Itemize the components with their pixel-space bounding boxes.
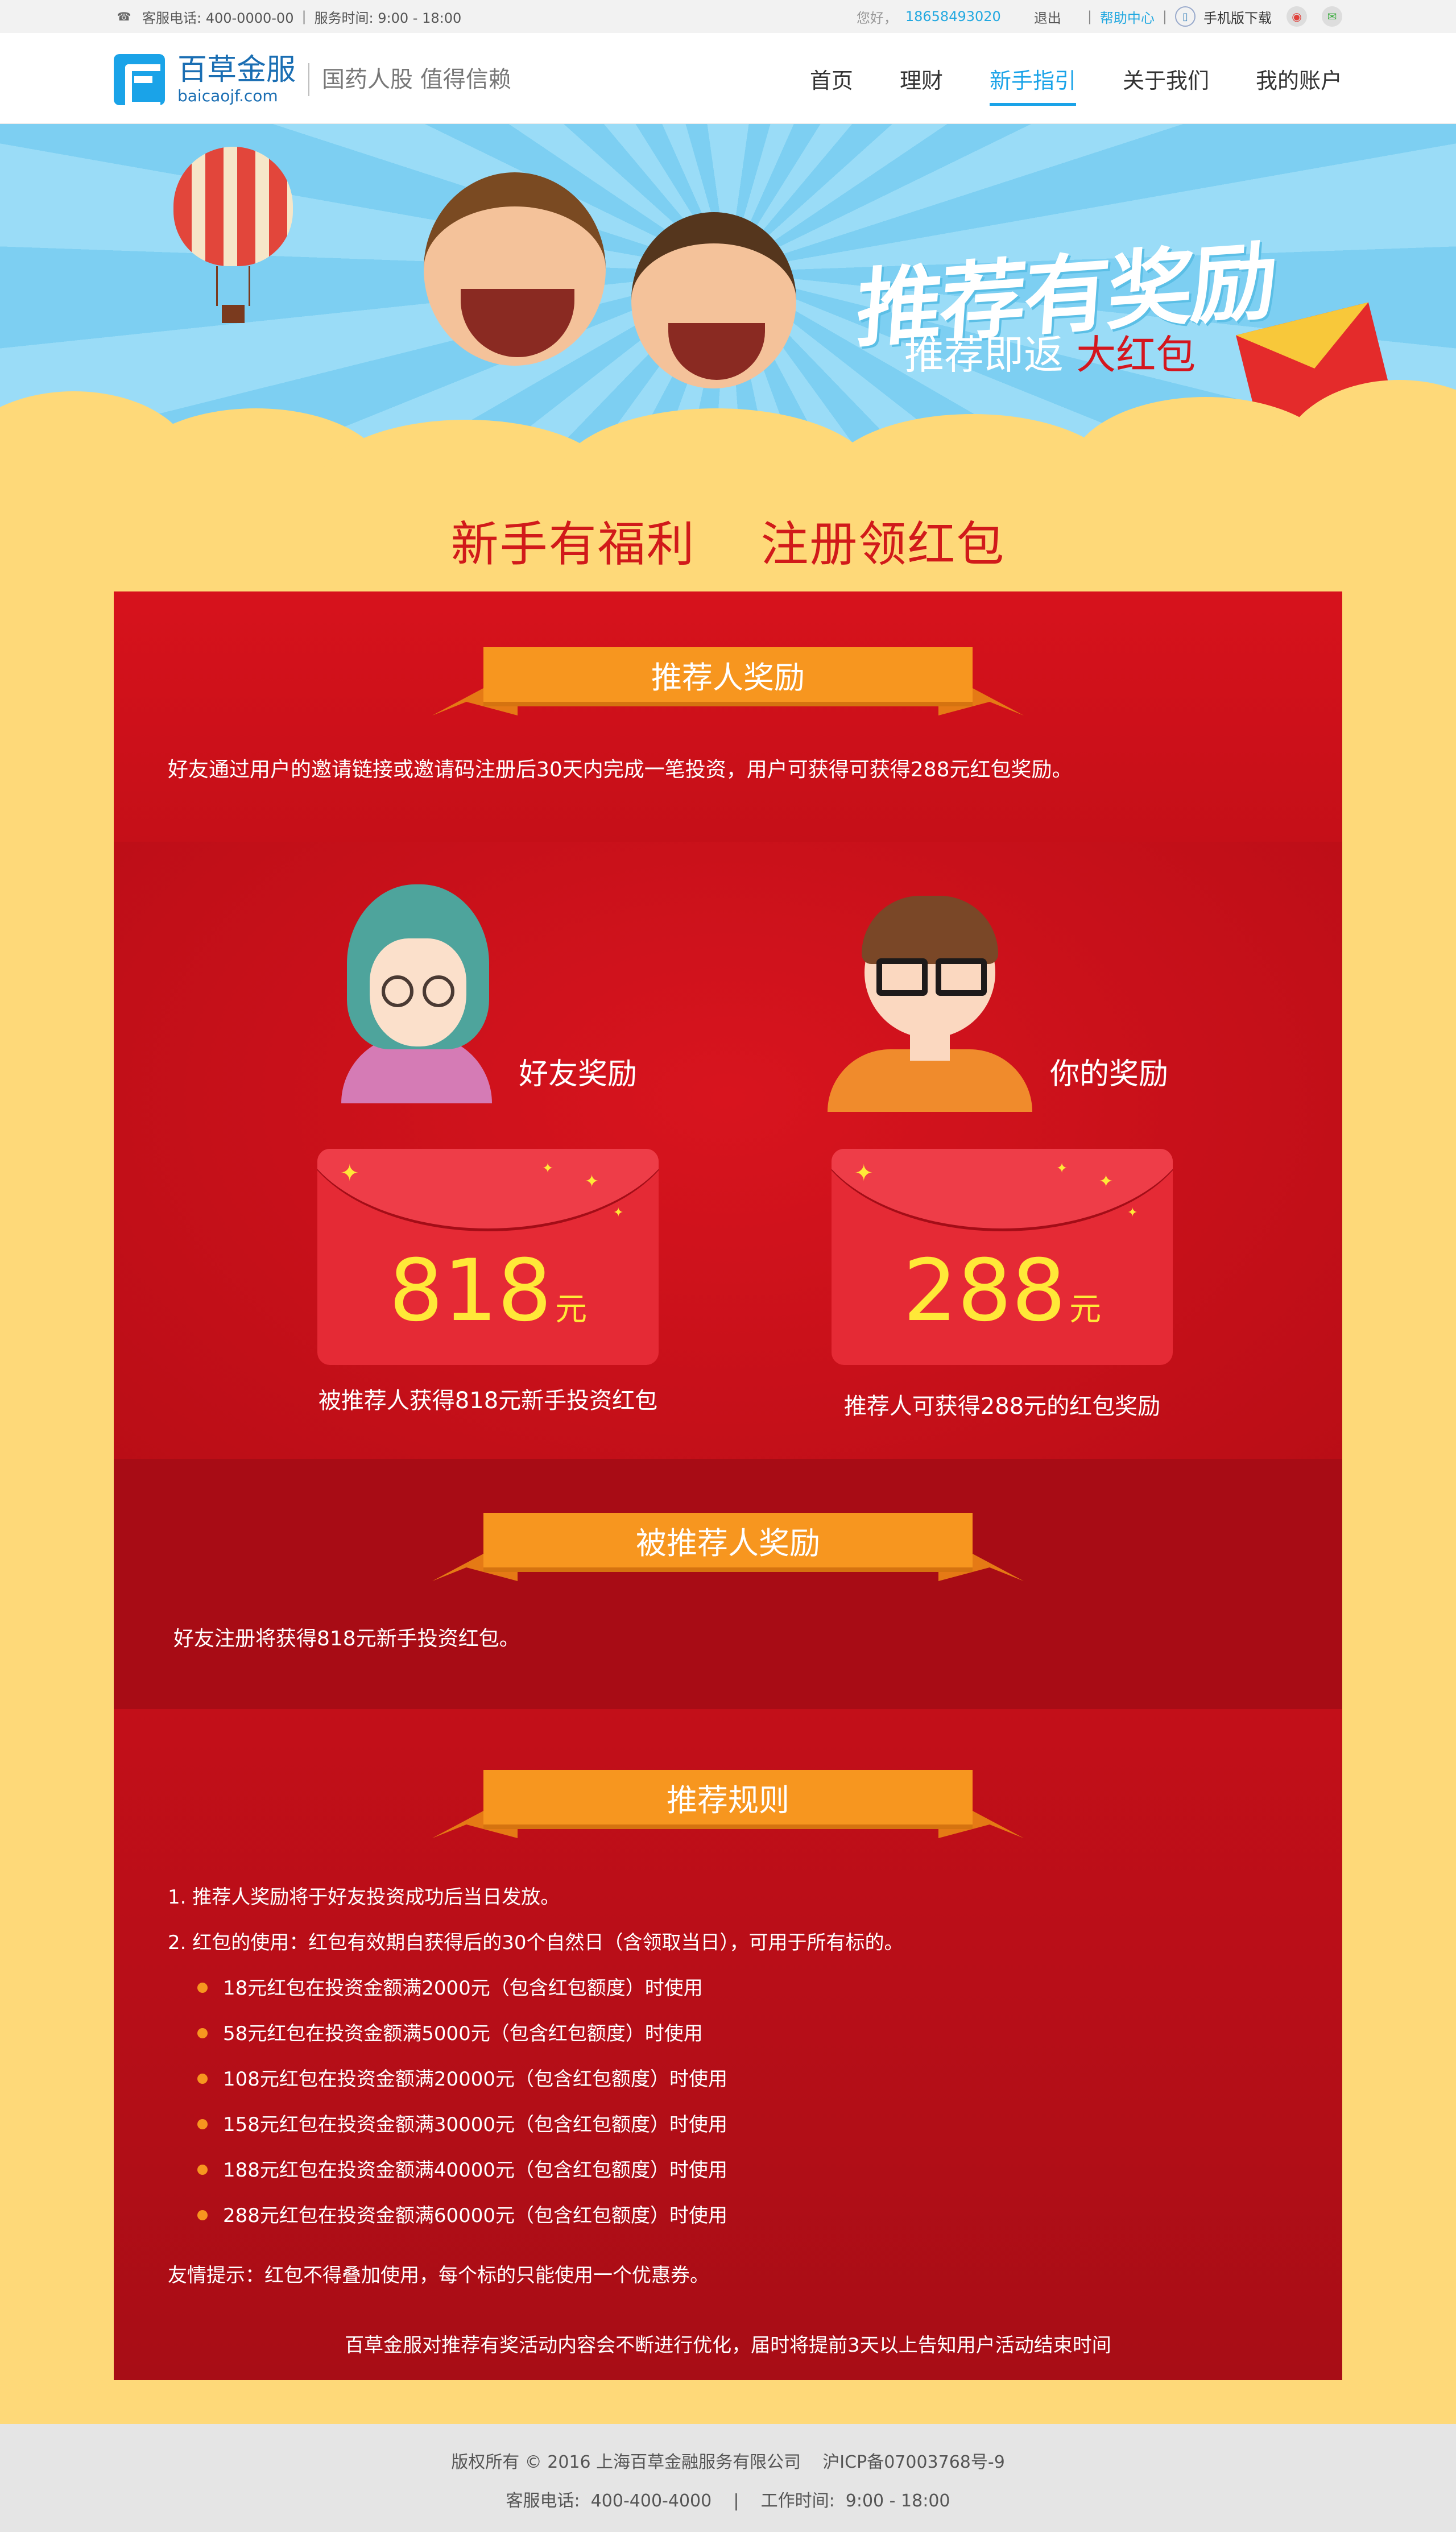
rule-2: 2. 红包的使用：红包有效期自获得后的30个自然日（含领取当日），可用于所有标的… — [168, 1931, 904, 1954]
ribbon-referee-reward: 被推荐人奖励 — [432, 1507, 1024, 1598]
rewards-panel: 推荐人奖励 好友通过用户的邀请链接或邀请码注册后30天内完成一笔投资，用户可获得… — [114, 591, 1342, 2380]
your-reward-label: 你的奖励 — [1050, 1057, 1169, 1091]
ribbon-title: 推荐人奖励 — [483, 647, 973, 702]
logout-link[interactable]: 退出 — [1033, 10, 1061, 26]
service-hours: 服务时间: 9:00 - 18:00 — [314, 10, 462, 26]
divider: | — [1087, 9, 1092, 24]
wechat-icon[interactable]: ✉ — [1322, 6, 1342, 27]
list-item: 58元红包在投资金额满5000元（包含红包额度）时使用 — [197, 2020, 727, 2066]
currency-unit: 元 — [1069, 1291, 1102, 1328]
bullet-icon — [197, 2074, 208, 2084]
list-item: 158元红包在投资金额满30000元（包含红包额度）时使用 — [197, 2111, 727, 2157]
greeting-text: 您好， — [856, 10, 897, 26]
app-download-link[interactable]: 手机版下载 — [1203, 10, 1272, 26]
friend-amount-value: 818 — [388, 1242, 552, 1341]
list-item: 108元红包在投资金额满20000元（包含红包额度）时使用 — [197, 2066, 727, 2111]
your-amount-value: 288 — [903, 1242, 1066, 1341]
headset-icon: ☎ — [117, 10, 131, 23]
friend-reward-caption: 被推荐人获得818元新手投资红包 — [318, 1388, 658, 1414]
your-reward-caption: 推荐人可获得288元的红包奖励 — [843, 1393, 1161, 1420]
activity-notice: 百草金服对推荐有奖活动内容会不断进行优化，届时将提前3天以上告知用户活动结束时间 — [345, 2334, 1111, 2357]
rule-bullet-list: 18元红包在投资金额满2000元（包含红包额度）时使用 58元红包在投资金额满5… — [197, 1975, 727, 2248]
list-item: 288元红包在投资金额满60000元（包含红包额度）时使用 — [197, 2202, 727, 2248]
sparkle-icon: ✦ — [542, 1160, 554, 1176]
copyright-text: 版权所有 © 2016 上海百草金融服务有限公司 沪ICP备07003768号-… — [451, 2452, 1005, 2472]
main-nav: 首页 理财 新手指引 关于我们 我的账户 — [810, 33, 1342, 124]
friend-red-packet: ✦ ✦ ✦ ✦ 818 元 — [317, 1149, 659, 1365]
list-item: 188元红包在投资金额满40000元（包含红包额度）时使用 — [197, 2157, 727, 2202]
weibo-icon[interactable]: ◉ — [1287, 6, 1307, 27]
friendly-tip: 友情提示：红包不得叠加使用，每个标的只能使用一个优惠券。 — [168, 2264, 709, 2287]
bullet-icon — [197, 2119, 208, 2129]
site-header: 百草金服 baicaojf.com 国药人股 值得信赖 首页 理财 新手指引 关… — [0, 33, 1456, 124]
sparkle-icon: ✦ — [585, 1172, 599, 1191]
glasses-icon — [872, 958, 991, 998]
logo-mark-icon — [114, 53, 165, 109]
referee-reward-description: 好友注册将获得818元新手投资红包。 — [173, 1627, 520, 1650]
your-reward-amount: 288 元 — [832, 1246, 1173, 1355]
section-referee-reward — [114, 1459, 1342, 1709]
nav-home[interactable]: 首页 — [809, 68, 853, 93]
ribbon-title: 推荐规则 — [483, 1770, 973, 1824]
nav-invest[interactable]: 理财 — [899, 68, 943, 93]
page-title: 新手有福利 注册领红包 — [450, 516, 1006, 572]
friend-reward-amount: 818 元 — [317, 1246, 659, 1355]
friend-reward-label: 好友奖励 — [519, 1057, 638, 1091]
banner-subtitle: 推荐即返 大红包 — [904, 323, 1196, 380]
you-avatar — [828, 884, 1032, 1123]
sparkle-icon: ✦ — [1099, 1172, 1114, 1191]
referrer-reward-description: 好友通过用户的邀请链接或邀请码注册后30天内完成一笔投资，用户可获得可获得288… — [168, 758, 1073, 781]
mobile-phone-icon[interactable]: ▯ — [1175, 6, 1196, 27]
ribbon-title: 被推荐人奖励 — [483, 1513, 973, 1567]
sparkle-icon: ✦ — [1056, 1160, 1068, 1176]
bullet-icon — [197, 2028, 208, 2038]
rule-1: 1. 推荐人奖励将于好友投资成功后当日发放。 — [168, 1886, 560, 1909]
your-red-packet: ✦ ✦ ✦ ✦ 288 元 — [832, 1149, 1173, 1365]
balloon-basket — [222, 305, 245, 323]
section-referrer-reward — [114, 591, 1342, 842]
help-center-link[interactable]: 帮助中心 — [1099, 10, 1155, 26]
balloon-rope — [216, 266, 250, 306]
hot-air-balloon-icon — [173, 147, 293, 266]
service-phone: 客服电话: 400-0000-00 — [142, 10, 294, 26]
bullet-icon — [197, 2165, 208, 2175]
site-logo[interactable]: 百草金服 baicaojf.com 国药人股 值得信赖 — [114, 53, 511, 109]
logo-domain: baicaojf.com — [177, 86, 278, 105]
nav-my-account[interactable]: 我的账户 — [1255, 68, 1342, 93]
bullet-icon — [197, 2210, 208, 2220]
ribbon-rules: 推荐规则 — [432, 1764, 1024, 1855]
site-footer: 版权所有 © 2016 上海百草金融服务有限公司 沪ICP备07003768号-… — [0, 2424, 1456, 2532]
glasses-icon — [378, 975, 458, 1007]
banner-subtitle-prefix: 推荐即返 — [904, 332, 1077, 378]
sparkle-icon: ✦ — [1127, 1206, 1138, 1220]
sparkle-icon: ✦ — [613, 1206, 624, 1220]
bullet-icon — [197, 1983, 208, 1993]
divider: | — [301, 9, 307, 24]
friend-avatar — [338, 884, 498, 1123]
logo-name: 百草金服 — [177, 53, 296, 87]
top-utility-bar: ☎ 客服电话: 400-0000-00 | 服务时间: 9:00 - 18:00… — [0, 0, 1456, 33]
promo-banner: 推荐有奖励 推荐即返 大红包 — [0, 124, 1456, 494]
ribbon-referrer-reward: 推荐人奖励 — [432, 642, 1024, 733]
list-item: 18元红包在投资金额满2000元（包含红包额度）时使用 — [197, 1975, 727, 2020]
banner-subtitle-highlight: 大红包 — [1076, 332, 1196, 378]
logo-slogan: 国药人股 值得信赖 — [308, 63, 511, 96]
currency-unit: 元 — [555, 1291, 588, 1328]
user-account-link[interactable]: 18658493020 — [905, 9, 1001, 24]
footer-contact: 客服电话: 400-400-4000 | 工作时间: 9:00 - 18:00 — [506, 2491, 950, 2511]
divider: | — [1162, 9, 1167, 24]
sparkle-icon: ✦ — [854, 1160, 874, 1186]
sparkle-icon: ✦ — [340, 1160, 359, 1186]
nav-beginner-guide[interactable]: 新手指引 — [989, 55, 1076, 106]
nav-about-us[interactable]: 关于我们 — [1122, 68, 1209, 93]
